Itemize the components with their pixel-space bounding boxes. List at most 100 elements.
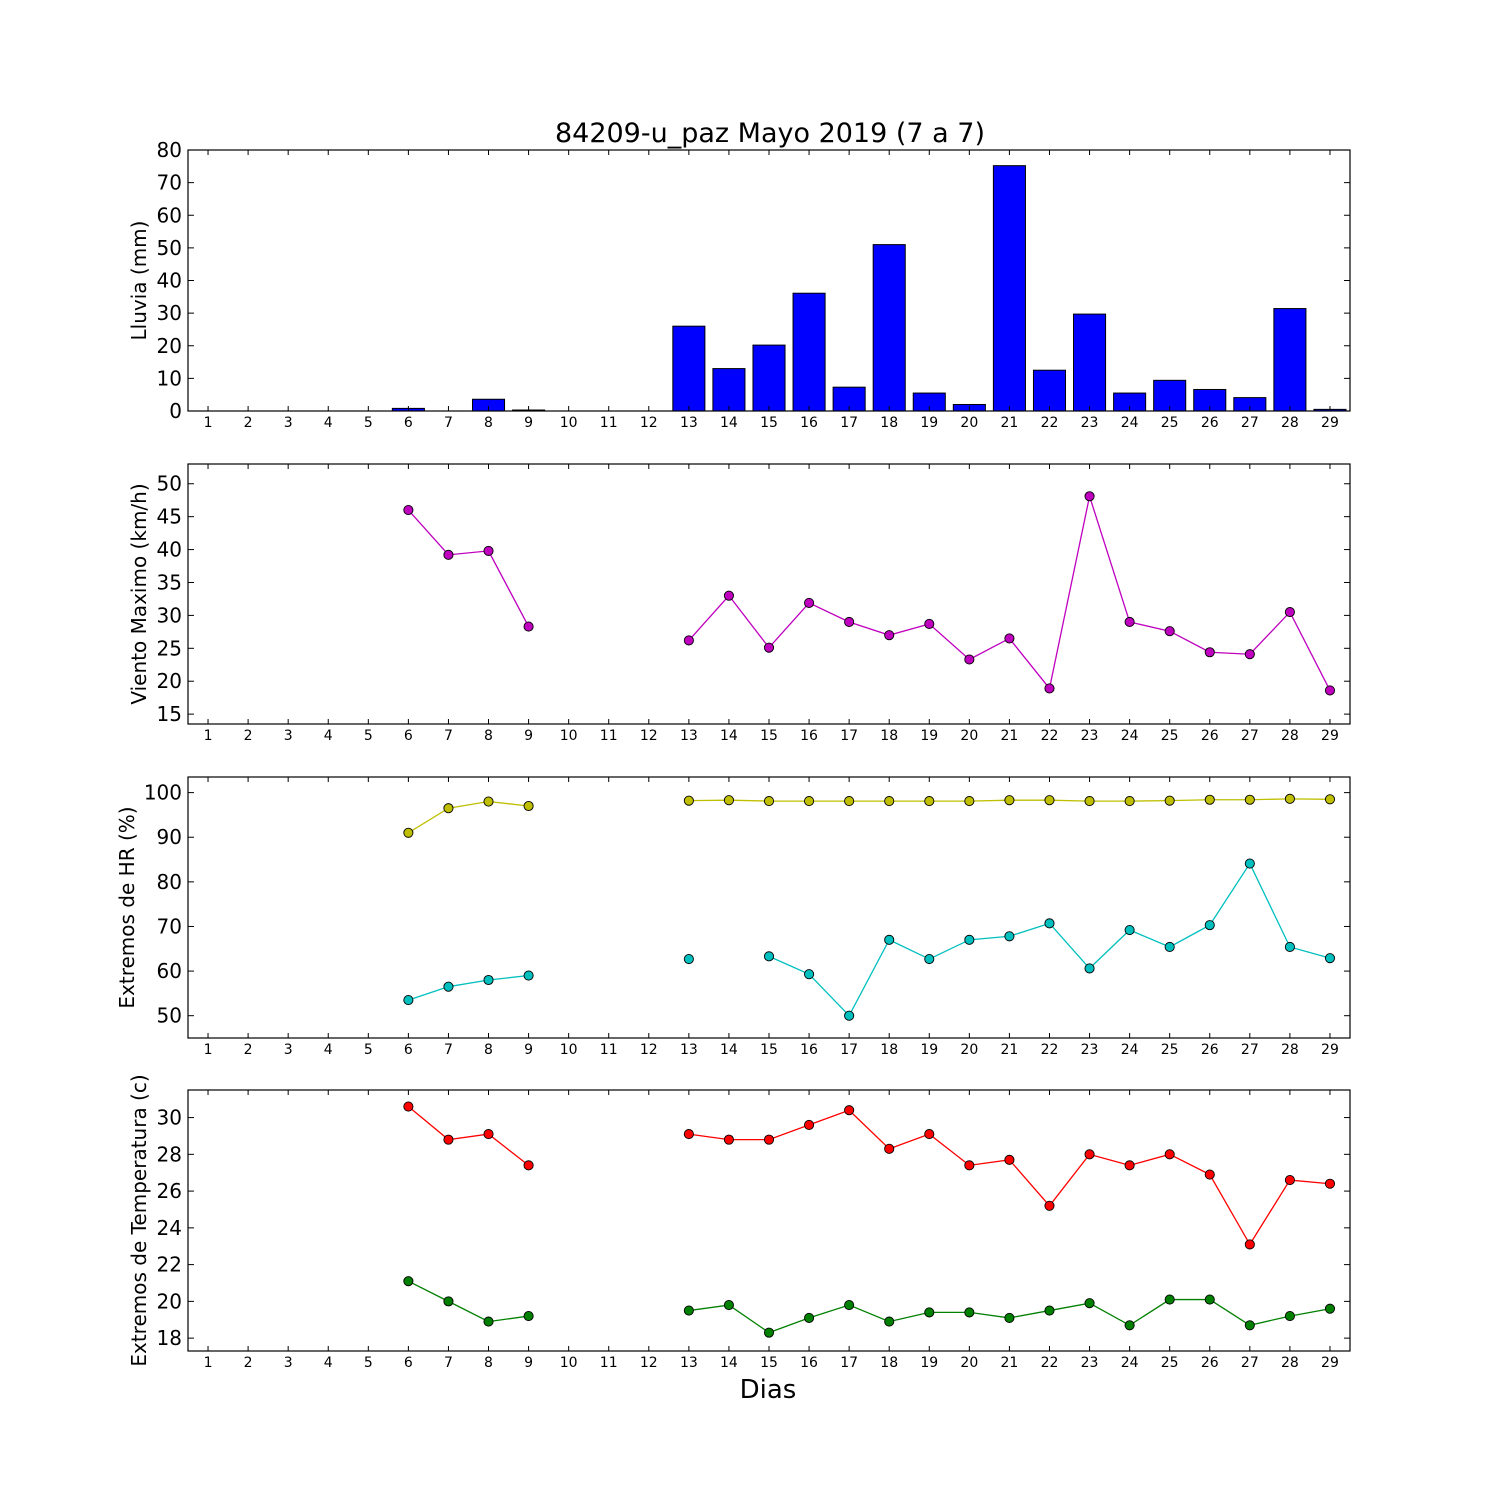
series-1-point-day-16 [804,1119,815,1130]
series-2-point-day-6 [403,995,414,1006]
x-tick-label: 4 [324,728,333,744]
y-tick-label: 40 [157,269,182,293]
y-tick-label: 35 [157,570,182,594]
y-tick-label: 50 [157,236,182,260]
series-1-point-day-27 [1244,794,1255,805]
x-tick-label: 24 [1121,1042,1139,1058]
series-2-point-day-20 [964,1307,975,1318]
series-1-point-day-28 [1284,793,1295,804]
series-2-point-day-8 [483,974,494,986]
x-tick-label: 9 [524,728,533,744]
x-tick-label: 12 [640,1355,658,1371]
series-1-line [408,800,529,834]
x-tick-label: 4 [324,1042,333,1058]
series-2-point-day-17 [844,1010,855,1021]
series-1-point-day-28 [1284,607,1295,618]
y-tick-label: 50 [157,472,182,496]
x-tick-label: 14 [720,415,738,431]
x-tick-label: 22 [1041,1042,1059,1058]
x-tick-label: 12 [640,415,658,431]
y-tick-label: 60 [157,959,182,983]
series-2-point-day-19 [924,953,935,965]
x-tick-label: 19 [920,1042,938,1058]
x-tick-label: 2 [244,728,253,744]
series-2-point-day-21 [1004,1312,1015,1323]
x-tick-label: 21 [1000,1355,1018,1371]
x-tick-label: 3 [284,1042,293,1058]
x-tick-label: 1 [204,1355,213,1371]
series-1-point-day-22 [1044,795,1055,806]
series-1-point-day-24 [1124,1160,1135,1171]
series-1-point-day-17 [844,796,855,807]
x-tick-label: 17 [840,728,858,744]
series-2-point-day-7 [443,981,454,992]
series-2-point-day-24 [1124,1320,1135,1331]
y-tick-label: 90 [157,825,182,849]
x-tick-label: 18 [880,415,898,431]
x-tick-label: 14 [720,728,738,744]
x-tick-label: 2 [244,415,253,431]
series-1-point-day-19 [924,796,935,807]
x-tick-label: 17 [840,1355,858,1371]
x-tick-label: 28 [1281,1042,1299,1058]
y-tick-label: 45 [157,505,182,529]
series-1-point-day-7 [443,549,454,560]
y-tick-label: 40 [157,538,182,562]
x-tick-label: 29 [1321,728,1339,744]
y-tick-label: 25 [157,636,182,660]
series-1-point-day-29 [1324,685,1336,696]
series-1-point-day-20 [964,796,975,807]
x-tick-label: 8 [484,415,493,431]
x-tick-label: 11 [600,1042,618,1058]
series-2-point-day-15 [763,1327,775,1338]
series-1-point-day-14 [723,590,734,601]
x-tick-label: 23 [1081,728,1099,744]
series-2-line [408,974,529,1001]
x-tick-label: 15 [760,415,778,431]
series-2-point-day-19 [924,1307,935,1318]
x-tick-label: 15 [760,728,778,744]
x-tick-label: 4 [324,415,333,431]
x-tick-label: 20 [960,1355,978,1371]
series-1-point-day-18 [884,1143,895,1154]
series-2-point-day-9 [523,970,534,981]
bar-day-21 [992,165,1026,412]
x-tick-label: 22 [1041,415,1059,431]
x-tick-label: 6 [404,728,413,744]
x-tick-label: 27 [1241,1042,1259,1058]
series-2-point-day-17 [844,1300,855,1311]
y-tick-label: 28 [157,1142,182,1166]
x-tick-label: 21 [1000,415,1018,431]
x-tick-label: 1 [204,728,213,744]
x-tick-label: 28 [1281,728,1299,744]
x-tick-label: 9 [524,1355,533,1371]
x-tick-label: 2 [244,1355,253,1371]
series-1-point-day-9 [523,1160,534,1171]
bar-day-15 [752,344,786,412]
x-tick-label: 22 [1041,1355,1059,1371]
series-1-point-day-8 [483,796,494,807]
series-2-point-day-23 [1084,963,1095,974]
series-2-point-day-25 [1164,1294,1175,1305]
x-axis-label: Dias [740,1375,797,1405]
y-tick-label: 30 [157,301,182,325]
y-tick-label: 30 [157,1106,182,1130]
series-1-point-day-7 [443,803,454,814]
x-tick-label: 11 [600,1355,618,1371]
x-tick-label: 9 [524,415,533,431]
series-1-point-day-23 [1084,1149,1095,1160]
series-1-point-day-15 [763,796,775,807]
y-tick-label: 50 [157,1004,182,1028]
x-tick-label: 1 [204,1042,213,1058]
y-axis-label: Extremos de HR (%) [115,806,139,1008]
x-tick-label: 11 [600,415,618,431]
bar-day-25 [1153,379,1187,412]
x-tick-label: 20 [960,728,978,744]
x-tick-label: 19 [920,728,938,744]
series-1-point-day-21 [1004,795,1015,806]
series-1-point-day-8 [483,1129,494,1140]
x-tick-label: 21 [1000,728,1018,744]
x-tick-label: 12 [640,728,658,744]
